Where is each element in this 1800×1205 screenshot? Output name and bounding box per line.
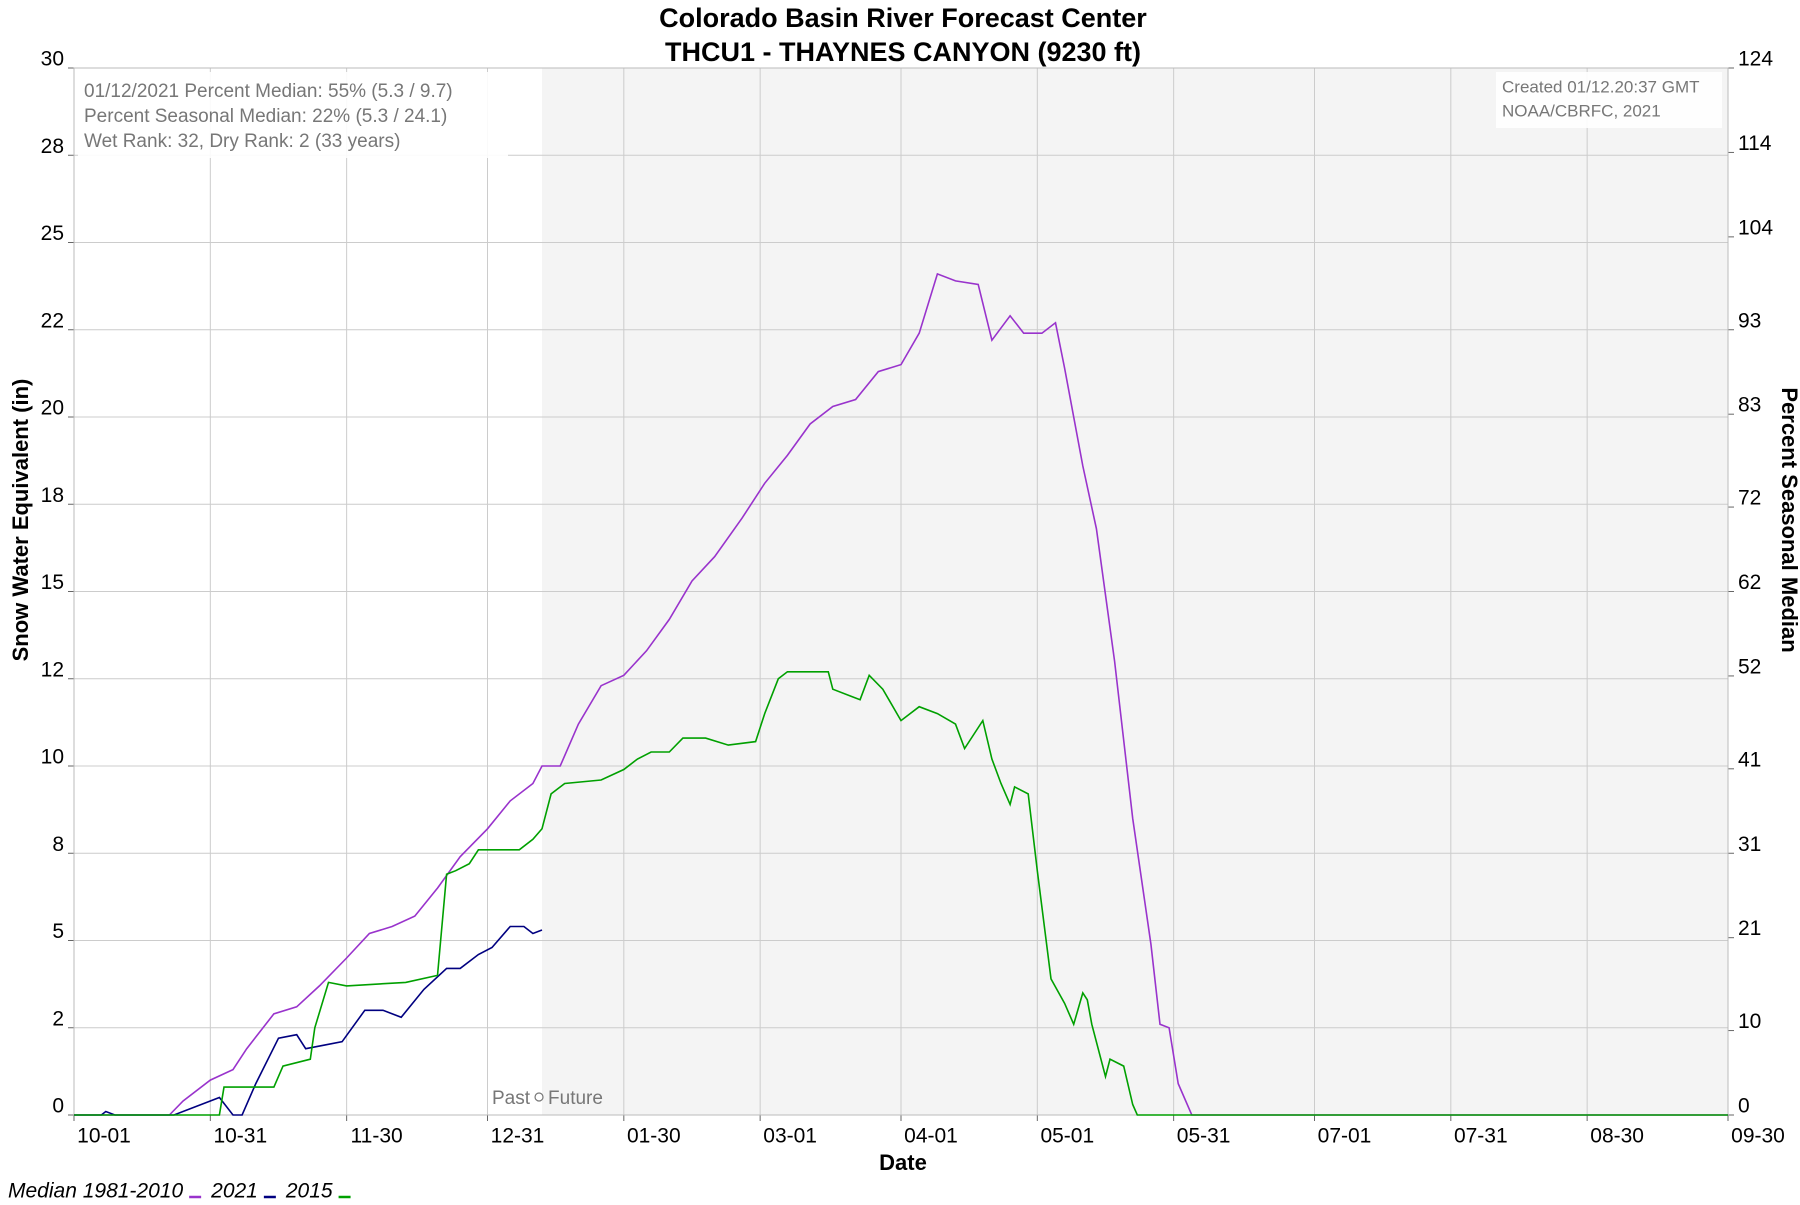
y-tick-label: 30 [41,48,64,71]
series-line [74,925,543,1116]
x-tick-label: 04-01 [904,1125,958,1148]
info-text: 01/12/2021 Percent Median: 55% (5.3 / 9.… [84,81,453,102]
y-tick-label: 0 [52,1095,64,1118]
y2-tick-label: 21 [1738,917,1761,940]
y-tick-label: 15 [41,571,64,594]
x-tick-label: 07-01 [1318,1125,1372,1148]
y2-tick-label: 72 [1738,487,1761,510]
y-tick-label: 20 [41,397,64,420]
y-axis-title: Snow Water Equivalent (in) [8,379,33,662]
x-tick-label: 01-30 [627,1125,681,1148]
legend-label: 2021 [210,1180,258,1200]
chart-title: Colorado Basin River Forecast Center [659,3,1147,33]
credit-box [1496,72,1722,128]
y2-tick-label: 10 [1738,1010,1761,1033]
legend-label: 2015 [285,1180,333,1200]
y-tick-label: 22 [41,309,64,332]
y-tick-label: 5 [52,920,64,943]
y2-tick-label: 41 [1738,748,1761,771]
x-axis-title: Date [879,1150,927,1175]
y2-tick-label: 62 [1738,571,1761,594]
series-line [74,272,1728,1116]
y2-tick-label: 31 [1738,833,1761,856]
x-tick-label: 11-30 [351,1125,403,1148]
y2-tick-label: 104 [1738,216,1773,239]
x-tick-label: 09-30 [1731,1125,1785,1148]
future-label: Future [548,1088,603,1109]
series-line [74,671,1728,1116]
info-text: Wet Rank: 32, Dry Rank: 2 (33 years) [84,131,400,152]
y2-tick-label: 83 [1738,394,1761,417]
y2-tick-label: 52 [1738,655,1761,678]
credit-text: Created 01/12.20:37 GMT [1502,77,1700,96]
info-text: Percent Seasonal Median: 22% (5.3 / 24.1… [84,106,447,127]
y2-tick-label: 124 [1738,48,1773,71]
y-tick-label: 18 [41,484,64,507]
x-tick-label: 07-31 [1454,1125,1508,1148]
x-tick-label: 10-01 [77,1125,131,1148]
info-box [78,72,508,158]
legend-label: Median 1981-2010 [8,1180,183,1200]
x-tick-label: 05-01 [1040,1125,1094,1148]
y-tick-label: 8 [52,833,64,856]
plot-frame [73,67,1729,1116]
y2-tick-label: 0 [1738,1095,1750,1118]
credit-text: NOAA/CBRFC, 2021 [1502,101,1661,120]
x-tick-label: 12-31 [491,1125,545,1148]
y-tick-label: 12 [41,658,64,681]
y-tick-label: 10 [41,746,64,769]
y2-tick-label: 114 [1738,132,1772,155]
y-tick-label: 28 [41,135,64,158]
y2-axis-title: Percent Seasonal Median [1777,387,1800,652]
x-tick-label: 05-31 [1177,1125,1231,1148]
x-tick-label: 10-31 [213,1125,267,1148]
y-tick-label: 2 [52,1007,64,1030]
y2-tick-label: 93 [1738,309,1761,332]
x-tick-label: 03-01 [763,1125,817,1148]
x-tick-label: 08-30 [1590,1125,1644,1148]
chart-subtitle: THCU1 - THAYNES CANYON (9230 ft) [665,37,1141,67]
y-tick-label: 25 [41,222,64,245]
past-label: Past [492,1088,531,1109]
divider-icon [534,1092,544,1102]
